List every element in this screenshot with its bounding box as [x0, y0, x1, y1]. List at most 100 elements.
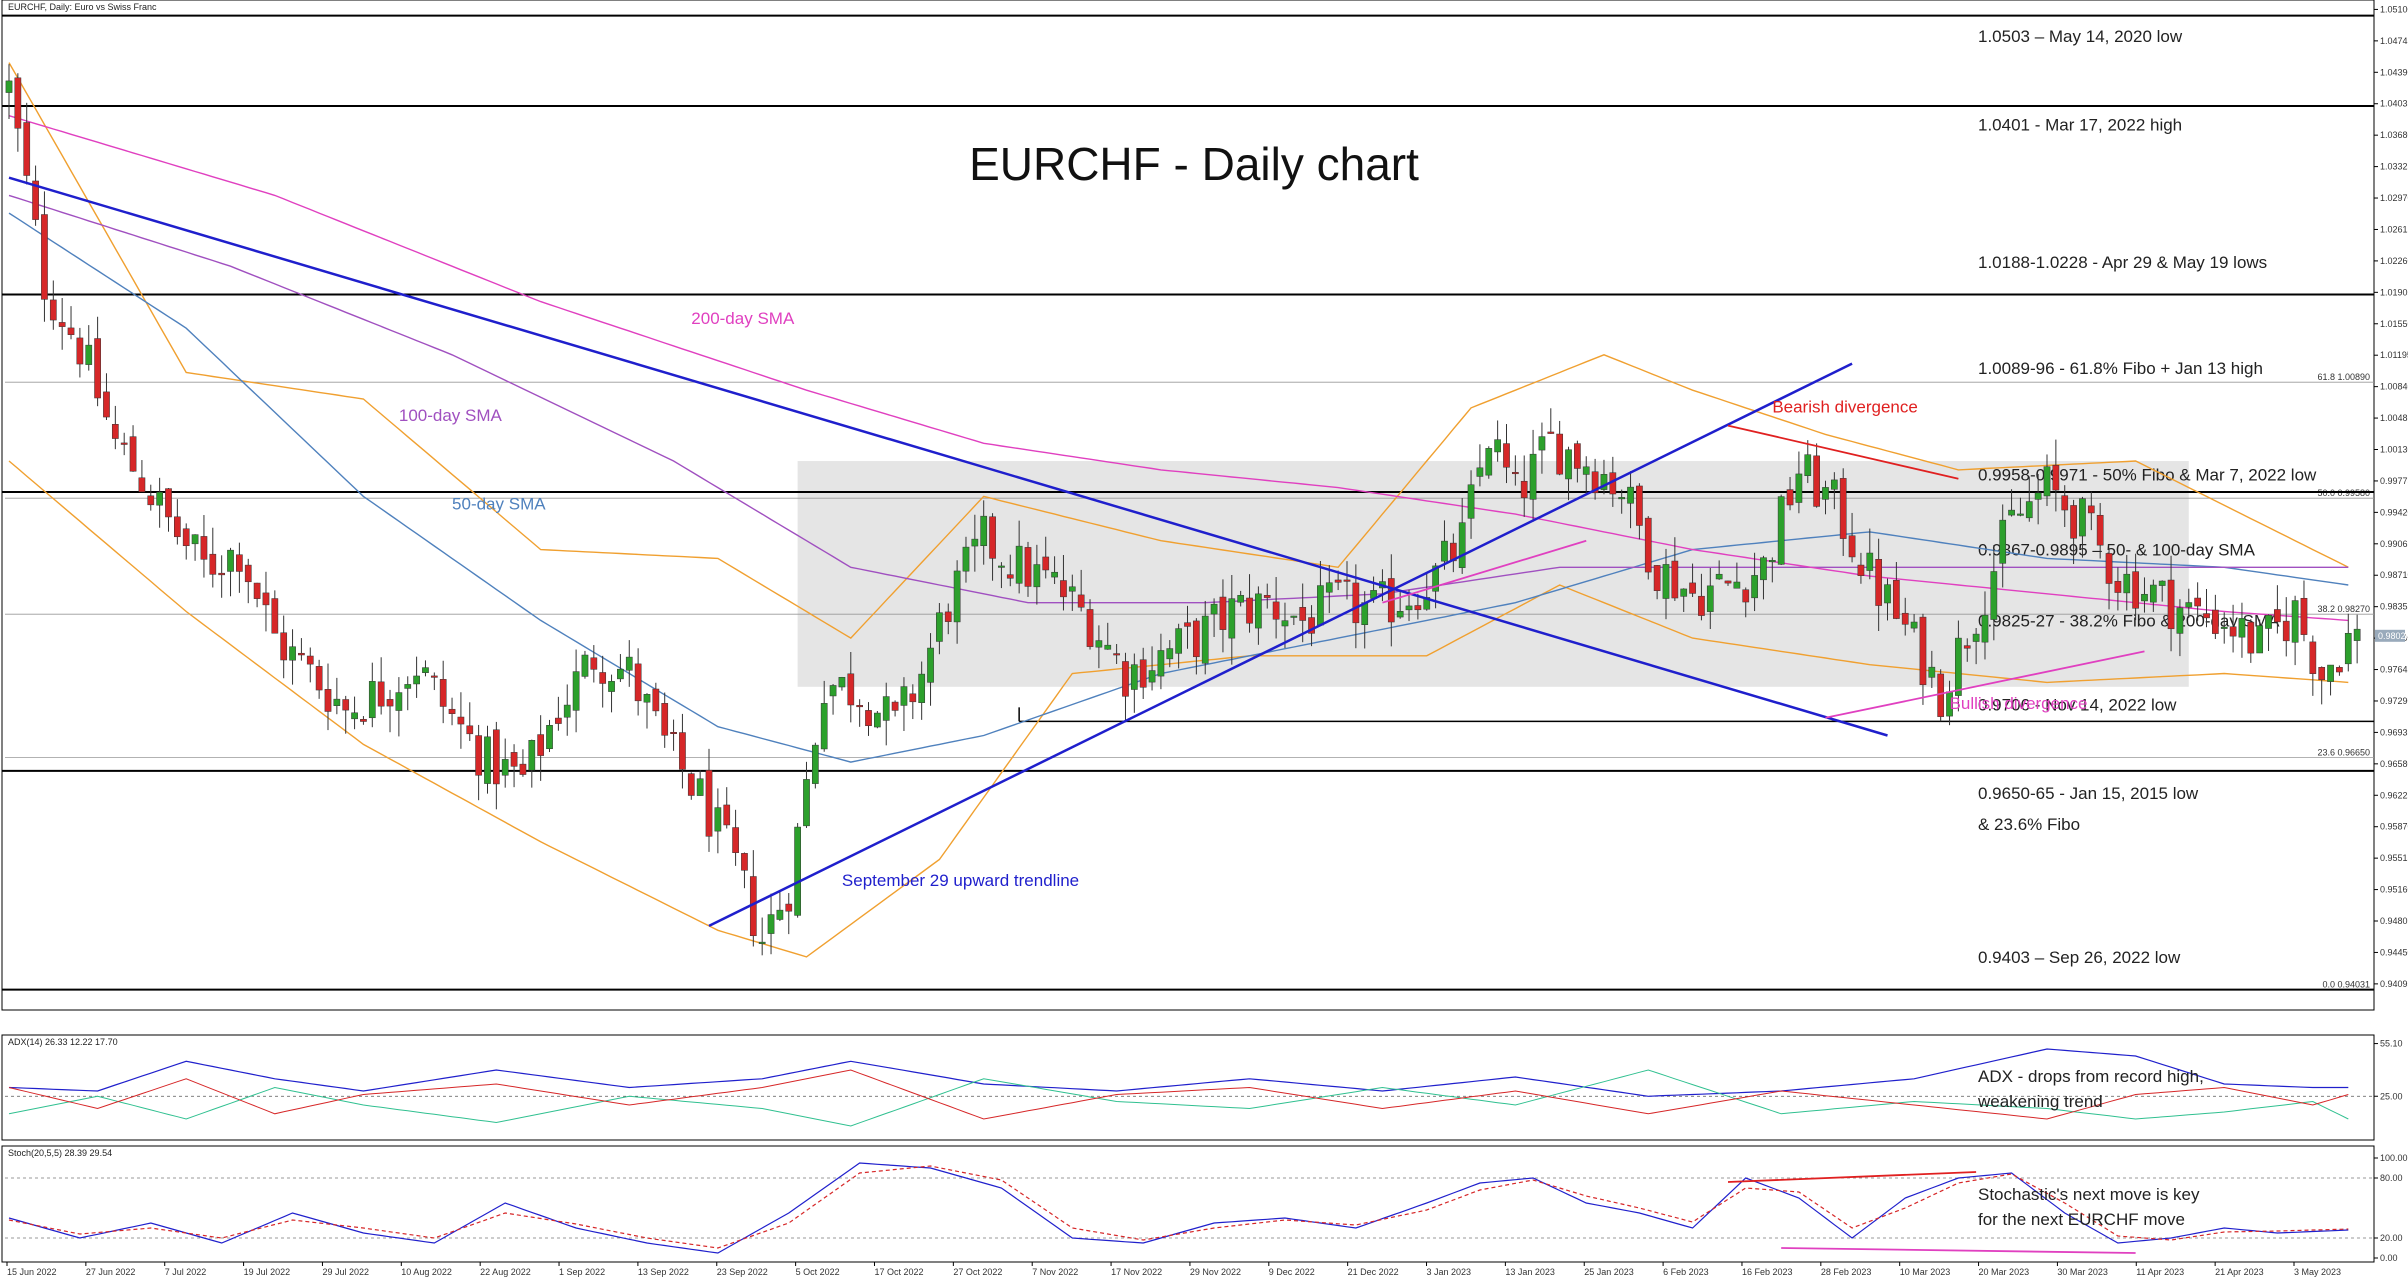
- y-tick-label: 1.02615: [2380, 224, 2408, 234]
- candle-body: [696, 778, 704, 796]
- x-tick-label: 29 Jul 2022: [322, 1267, 369, 1277]
- candle: [1671, 537, 1679, 601]
- candle: [165, 488, 172, 532]
- candle-body: [785, 903, 793, 912]
- candle: [1184, 605, 1191, 649]
- candle: [2070, 499, 2077, 565]
- candle-body: [1627, 486, 1634, 504]
- adx-tick-label: 25.00: [2380, 1091, 2403, 1101]
- candle-body: [1937, 673, 1945, 717]
- candle-body: [625, 656, 633, 671]
- candle-body: [2176, 607, 2184, 634]
- candle-body: [1857, 564, 1865, 576]
- adx-plus-di-line: [8, 1069, 2349, 1127]
- candle: [41, 191, 48, 322]
- candle-body: [227, 549, 234, 572]
- candle: [1547, 408, 1555, 434]
- candle: [2194, 582, 2201, 621]
- stoch-tick-label: 20.00: [2380, 1233, 2403, 1243]
- candle: [670, 719, 677, 751]
- candle-body: [1237, 595, 1245, 603]
- candle: [413, 656, 420, 698]
- candle: [1627, 471, 1634, 529]
- x-tick-label: 17 Nov 2022: [1111, 1267, 1162, 1277]
- candle: [2327, 664, 2334, 696]
- candle-body: [705, 769, 713, 837]
- candle: [360, 716, 367, 725]
- candle-body: [1830, 479, 1838, 490]
- candle-body: [1591, 471, 1599, 494]
- candle: [1786, 476, 1794, 511]
- candle: [1033, 544, 1041, 605]
- stoch-panel-frame: [1, 1145, 2375, 1263]
- candle: [1928, 650, 1936, 688]
- x-tick-label: 25 Jan 2023: [1584, 1267, 1634, 1277]
- candle-body: [590, 657, 598, 670]
- candle: [1343, 561, 1351, 600]
- candle-body: [2025, 501, 2033, 519]
- candle-body: [1760, 557, 1767, 581]
- chart-annotation: 200-day SMA: [691, 309, 795, 328]
- candle-body: [1485, 448, 1493, 476]
- candle: [705, 748, 713, 852]
- candle: [803, 761, 810, 828]
- candle: [537, 715, 545, 781]
- candle-body: [2353, 628, 2361, 641]
- trendline-magenta-short: [1382, 539, 1587, 604]
- candle: [1582, 456, 1590, 494]
- fibo-level-tag: 0.0 0.94031: [2322, 980, 2370, 990]
- candle: [1290, 615, 1298, 626]
- candle: [1086, 599, 1094, 650]
- candle-body: [2265, 614, 2272, 629]
- candle: [1972, 628, 1980, 665]
- candle-body: [2318, 667, 2326, 681]
- candle-body: [1910, 621, 1918, 629]
- x-tick-label: 5 Oct 2022: [796, 1267, 840, 1277]
- x-tick-label: 21 Apr 2023: [2215, 1267, 2264, 1277]
- candle-body: [236, 554, 243, 572]
- stoch-tick-label: 80.00: [2380, 1173, 2403, 1183]
- candlesticks: [5, 64, 2361, 956]
- candle-body: [1476, 467, 1484, 477]
- adx-tick-label: 55.10: [2380, 1039, 2403, 1049]
- x-tick-label: 1 Sep 2022: [559, 1267, 605, 1277]
- candle: [2203, 588, 2210, 628]
- candle: [174, 499, 181, 545]
- candle: [865, 702, 872, 736]
- candle-body: [32, 180, 39, 220]
- candle-body: [723, 804, 731, 826]
- candle: [2220, 612, 2228, 644]
- candle-body: [58, 322, 66, 327]
- fibo-level-tag: 50.0 0.99580: [2317, 488, 2370, 498]
- chart-annotation: September 29 upward trendline: [842, 871, 1079, 890]
- candle-body: [129, 436, 137, 472]
- candle: [218, 555, 226, 598]
- candle: [581, 650, 589, 679]
- candle: [1990, 545, 1998, 641]
- candle-body: [714, 807, 722, 832]
- trendline-up: [708, 362, 1853, 928]
- candle: [1299, 583, 1307, 643]
- candle: [1636, 483, 1643, 540]
- candle-body: [218, 572, 226, 576]
- candle: [94, 316, 101, 407]
- x-tick-label: 22 Aug 2022: [480, 1267, 531, 1277]
- candle-body: [882, 696, 890, 721]
- candle-body: [1299, 607, 1307, 621]
- candle-body: [2291, 600, 2299, 643]
- candle-body: [2274, 609, 2281, 623]
- current-price-label: 0.98026: [2378, 631, 2408, 641]
- candle: [448, 697, 456, 726]
- candle: [1024, 541, 1032, 597]
- key-level-label: 0.9650-65 - Jan 15, 2015 low: [1978, 784, 2199, 803]
- key-level-label: 1.0401 - Mar 17, 2022 high: [1978, 116, 2182, 135]
- candle-body: [794, 826, 801, 916]
- candle: [1591, 458, 1599, 500]
- candle: [2034, 473, 2042, 525]
- candle-body: [138, 477, 146, 493]
- key-level-label: 0.9403 – Sep 26, 2022 low: [1978, 948, 2181, 967]
- candle: [927, 633, 934, 706]
- candle-body: [856, 705, 863, 708]
- candle-body: [41, 214, 48, 300]
- candle-body: [2282, 620, 2290, 642]
